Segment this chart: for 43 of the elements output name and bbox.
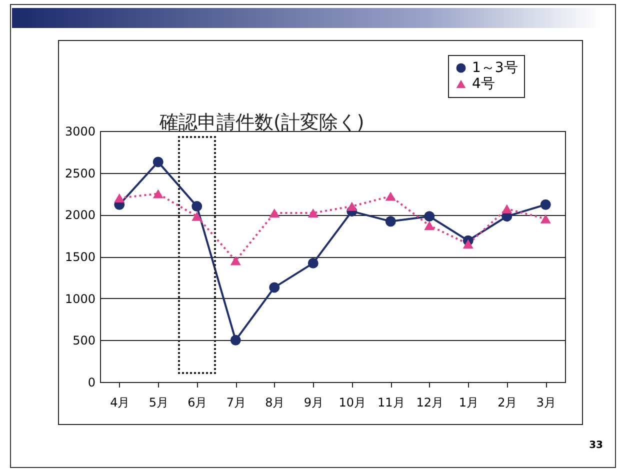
point xyxy=(192,212,202,221)
point xyxy=(308,258,318,268)
x-tick-label: 2月 xyxy=(498,396,518,410)
x-tick-label: 6月 xyxy=(188,396,208,410)
x-tick-label: 9月 xyxy=(304,396,324,410)
point xyxy=(385,192,396,201)
x-tick-label: 4月 xyxy=(110,396,130,410)
x-tick-label: 10月 xyxy=(338,396,366,410)
x-tick-label: 11月 xyxy=(377,396,405,410)
x-tick-label: 7月 xyxy=(226,396,246,410)
y-tick-label: 0 xyxy=(88,376,96,390)
point xyxy=(346,202,358,211)
point xyxy=(192,201,202,212)
y-tick-label: 1000 xyxy=(64,292,96,306)
point xyxy=(502,204,512,214)
y-tick-label: 1500 xyxy=(64,250,96,264)
y-tick-label: 500 xyxy=(72,334,96,348)
point xyxy=(269,282,280,293)
x-tick-label: 12月 xyxy=(416,396,444,410)
legend-label: 1～3号 xyxy=(472,60,518,76)
text: 33 xyxy=(589,440,603,451)
point xyxy=(462,239,474,248)
chart-title: 確認申請件数(計変除く) xyxy=(158,112,364,134)
x-tick-label: 5月 xyxy=(148,396,168,410)
point xyxy=(308,208,318,218)
legend-label: 4号 xyxy=(472,76,495,92)
point xyxy=(230,334,241,346)
x-tick-label: 1月 xyxy=(458,396,478,410)
point xyxy=(540,214,551,224)
y-tick-label: 3000 xyxy=(64,124,96,138)
point xyxy=(424,221,435,230)
x-tick-label: 3月 xyxy=(536,396,556,410)
point xyxy=(540,199,551,210)
x-tick-label: 8月 xyxy=(265,396,285,410)
point xyxy=(152,156,164,168)
y-tick-label: 2000 xyxy=(64,208,96,222)
point xyxy=(230,256,241,266)
point xyxy=(114,193,125,202)
point xyxy=(424,211,435,222)
point xyxy=(152,189,164,198)
y-tick-label: 2500 xyxy=(64,166,96,180)
point xyxy=(269,208,280,218)
point xyxy=(385,216,396,227)
